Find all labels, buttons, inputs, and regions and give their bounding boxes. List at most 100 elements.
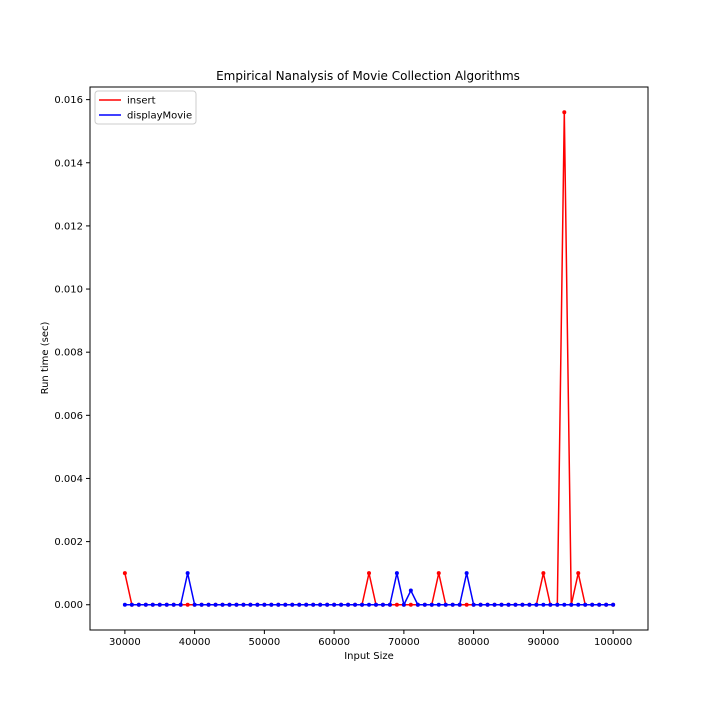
y-tick-label: 0.014 bbox=[54, 158, 83, 169]
data-point-insert bbox=[367, 571, 371, 576]
data-point-displayMovie bbox=[157, 602, 162, 607]
data-point-displayMovie bbox=[164, 602, 169, 607]
data-point-displayMovie bbox=[234, 602, 239, 607]
data-point-displayMovie bbox=[562, 602, 567, 607]
data-point-displayMovie bbox=[346, 602, 351, 607]
data-point-insert bbox=[408, 602, 413, 607]
data-point-displayMovie bbox=[506, 602, 511, 607]
data-point-displayMovie bbox=[178, 602, 183, 607]
data-point-displayMovie bbox=[220, 602, 225, 607]
x-tick-label: 70000 bbox=[388, 637, 420, 648]
data-point-displayMovie bbox=[380, 602, 385, 607]
legend-label-insert: insert bbox=[127, 96, 156, 107]
y-axis-title: Run time (sec) bbox=[40, 322, 51, 395]
data-point-insert bbox=[541, 571, 546, 576]
data-point-displayMovie bbox=[450, 602, 455, 607]
data-point-displayMovie bbox=[318, 602, 323, 607]
data-point-displayMovie bbox=[143, 602, 148, 607]
data-point-displayMovie bbox=[394, 571, 399, 576]
y-axis: 0.000 0.002 0.004 0.006 0.008 0.010 0.012 0.014… bbox=[54, 95, 90, 611]
data-point-displayMovie bbox=[276, 602, 281, 607]
data-point-displayMovie bbox=[339, 602, 344, 607]
data-point-displayMovie bbox=[311, 602, 316, 607]
data-point-displayMovie bbox=[429, 602, 434, 607]
data-point-displayMovie bbox=[527, 602, 532, 607]
data-point-displayMovie bbox=[129, 602, 134, 607]
data-point-displayMovie bbox=[297, 602, 302, 607]
data-point-displayMovie bbox=[304, 602, 309, 607]
data-point-displayMovie bbox=[485, 602, 490, 607]
y-tick-label: 0.000 bbox=[54, 600, 83, 611]
data-point-displayMovie bbox=[520, 602, 525, 607]
data-point-displayMovie bbox=[206, 602, 211, 607]
data-point-insert bbox=[576, 571, 581, 576]
data-point-displayMovie bbox=[171, 602, 176, 607]
y-tick-label: 0.016 bbox=[54, 95, 83, 106]
chart-title: Empirical Nanalysis of Movie Collection … bbox=[216, 69, 520, 83]
x-tick-label: 80000 bbox=[458, 637, 490, 648]
data-point-displayMovie bbox=[583, 602, 588, 607]
data-point-displayMovie bbox=[248, 602, 253, 607]
y-tick-label: 0.004 bbox=[54, 474, 83, 485]
data-point-displayMovie bbox=[408, 588, 413, 593]
data-point-displayMovie bbox=[422, 602, 427, 607]
data-point-displayMovie bbox=[415, 602, 420, 607]
data-point-displayMovie bbox=[199, 602, 204, 607]
legend: insert displayMovie bbox=[94, 90, 197, 125]
x-tick-label: 40000 bbox=[179, 637, 211, 648]
data-point-insert bbox=[464, 602, 469, 607]
data-point-displayMovie bbox=[283, 602, 288, 607]
data-point-displayMovie bbox=[436, 602, 441, 607]
y-tick-label: 0.012 bbox=[54, 221, 83, 232]
x-axis: 30000 40000 50000 60000 70000 80000 90000 10000… bbox=[109, 630, 632, 648]
data-point-displayMovie bbox=[255, 602, 260, 607]
data-point-displayMovie bbox=[499, 602, 504, 607]
data-point-displayMovie bbox=[513, 602, 518, 607]
x-tick-label: 90000 bbox=[527, 637, 559, 648]
x-tick-label: 30000 bbox=[109, 637, 141, 648]
data-point-displayMovie bbox=[478, 602, 483, 607]
x-tick-label: 50000 bbox=[248, 637, 280, 648]
data-point-displayMovie bbox=[290, 602, 295, 607]
y-tick-label: 0.010 bbox=[54, 285, 83, 296]
data-point-displayMovie bbox=[185, 571, 190, 576]
data-point-displayMovie bbox=[457, 602, 462, 607]
data-point-displayMovie bbox=[387, 602, 392, 607]
data-point-displayMovie bbox=[353, 602, 358, 607]
data-point-displayMovie bbox=[569, 602, 574, 607]
plot-area-frame bbox=[89, 86, 649, 631]
data-point-displayMovie bbox=[192, 602, 197, 607]
series-displayMovie bbox=[122, 571, 616, 607]
data-point-displayMovie bbox=[541, 602, 546, 607]
legend-label-displayMovie: displayMovie bbox=[127, 111, 192, 122]
data-point-displayMovie bbox=[213, 602, 218, 607]
data-point-insert bbox=[394, 602, 399, 607]
y-tick-label: 0.008 bbox=[54, 348, 83, 359]
data-point-insert bbox=[562, 110, 567, 115]
data-point-insert bbox=[185, 602, 190, 607]
data-point-displayMovie bbox=[269, 602, 274, 607]
x-tick-label: 60000 bbox=[318, 637, 350, 648]
data-point-displayMovie bbox=[241, 602, 246, 607]
data-point-displayMovie bbox=[122, 602, 127, 607]
data-point-displayMovie bbox=[227, 602, 232, 607]
y-tick-label: 0.002 bbox=[54, 537, 83, 548]
data-point-displayMovie bbox=[262, 602, 267, 607]
data-point-displayMovie bbox=[401, 602, 406, 607]
data-point-displayMovie bbox=[597, 602, 602, 607]
data-point-displayMovie bbox=[492, 602, 497, 607]
data-point-displayMovie bbox=[367, 602, 371, 607]
data-point-displayMovie bbox=[471, 602, 476, 607]
data-point-displayMovie bbox=[325, 602, 330, 607]
data-point-displayMovie bbox=[360, 602, 365, 607]
data-point-displayMovie bbox=[555, 602, 560, 607]
data-point-displayMovie bbox=[464, 571, 469, 576]
data-point-displayMovie bbox=[604, 602, 609, 607]
data-point-insert bbox=[436, 571, 441, 576]
data-point-displayMovie bbox=[373, 602, 378, 607]
x-tick-label: 100000 bbox=[594, 637, 632, 648]
data-point-displayMovie bbox=[150, 602, 155, 607]
y-tick-label: 0.006 bbox=[54, 411, 83, 422]
data-point-displayMovie bbox=[611, 602, 616, 607]
